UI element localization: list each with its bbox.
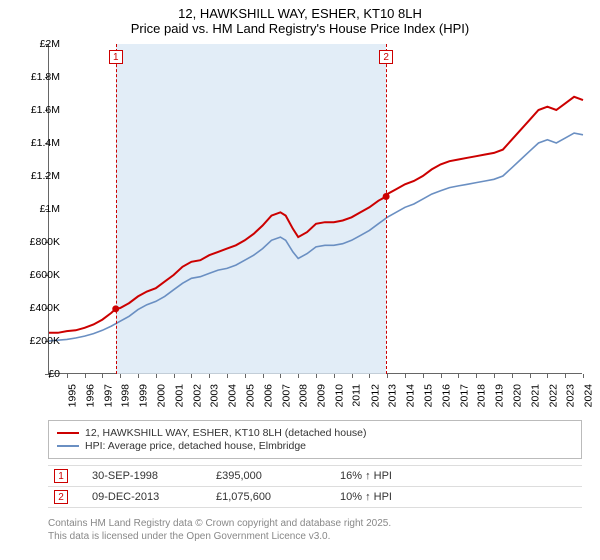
event-line	[116, 44, 117, 374]
transaction-date: 30-SEP-1998	[92, 470, 192, 482]
x-tick-label: 2003	[209, 384, 221, 407]
chart-plot-area: 1995199619971998199920002001200220032004…	[48, 44, 582, 374]
series-line-hpi	[49, 133, 583, 341]
x-tick-label: 2007	[280, 384, 292, 407]
x-tick-label: 2008	[298, 384, 310, 407]
x-tick-label: 2016	[440, 384, 452, 407]
x-tick-label: 1998	[120, 384, 132, 407]
chart-svg	[49, 44, 583, 374]
table-row: 2 09-DEC-2013 £1,075,600 10% ↑ HPI	[48, 486, 582, 508]
transaction-price: £1,075,600	[216, 491, 316, 503]
legend-item: 12, HAWKSHILL WAY, ESHER, KT10 8LH (deta…	[57, 427, 573, 439]
x-tick-label: 2021	[529, 384, 541, 407]
event-line	[386, 44, 387, 374]
transaction-price: £395,000	[216, 470, 316, 482]
x-tick-label: 1999	[138, 384, 150, 407]
x-tick-label: 2012	[369, 384, 381, 407]
transaction-date: 09-DEC-2013	[92, 491, 192, 503]
series-line-price_paid	[49, 97, 583, 333]
event-marker: 2	[379, 50, 393, 64]
x-tick-label: 2006	[262, 384, 274, 407]
x-tick-label: 1997	[102, 384, 114, 407]
x-tick-label: 2014	[405, 384, 417, 407]
x-tick-label: 1996	[84, 384, 96, 407]
legend-swatch	[57, 445, 79, 447]
y-tick-label: £2M	[40, 38, 60, 50]
x-tick-label: 2013	[387, 384, 399, 407]
legend-label: HPI: Average price, detached house, Elmb…	[85, 440, 306, 452]
legend: 12, HAWKSHILL WAY, ESHER, KT10 8LH (deta…	[48, 420, 582, 459]
legend-item: HPI: Average price, detached house, Elmb…	[57, 440, 573, 452]
x-tick-label: 2019	[494, 384, 506, 407]
attribution-line1: Contains HM Land Registry data © Crown c…	[48, 518, 582, 531]
x-tick-label: 2001	[173, 384, 185, 407]
transaction-delta: 10% ↑ HPI	[340, 491, 440, 503]
y-tick-label: £0	[48, 368, 60, 380]
y-tick-label: £1M	[40, 203, 60, 215]
x-tick-label: 2002	[191, 384, 203, 407]
y-tick-label: £1.2M	[31, 170, 60, 182]
x-tick-label: 2017	[458, 384, 470, 407]
y-tick-label: £200K	[30, 335, 60, 347]
x-tick-label: 2010	[333, 384, 345, 407]
y-tick-label: £1.8M	[31, 71, 60, 83]
attribution-line2: This data is licensed under the Open Gov…	[48, 531, 582, 544]
transaction-delta: 16% ↑ HPI	[340, 470, 440, 482]
transaction-marker: 1	[54, 469, 68, 483]
y-tick-label: £400K	[30, 302, 60, 314]
x-tick-label: 2024	[583, 384, 595, 407]
transaction-table: 1 30-SEP-1998 £395,000 16% ↑ HPI 2 09-DE…	[48, 465, 582, 508]
legend-swatch	[57, 432, 79, 434]
y-tick-label: £800K	[30, 236, 60, 248]
title-block: 12, HAWKSHILL WAY, ESHER, KT10 8LH Price…	[0, 0, 600, 36]
title-subtitle: Price paid vs. HM Land Registry's House …	[0, 21, 600, 36]
y-tick-label: £1.4M	[31, 137, 60, 149]
x-tick-label: 1995	[66, 384, 78, 407]
legend-label: 12, HAWKSHILL WAY, ESHER, KT10 8LH (deta…	[85, 427, 367, 439]
y-tick-label: £600K	[30, 269, 60, 281]
x-tick-label: 2023	[565, 384, 577, 407]
chart-container: 12, HAWKSHILL WAY, ESHER, KT10 8LH Price…	[0, 0, 600, 560]
x-tick-label: 2004	[227, 384, 239, 407]
transaction-marker: 2	[54, 490, 68, 504]
x-tick-label: 2022	[547, 384, 559, 407]
attribution: Contains HM Land Registry data © Crown c…	[48, 518, 582, 543]
title-address: 12, HAWKSHILL WAY, ESHER, KT10 8LH	[0, 6, 600, 21]
x-tick-label: 2009	[316, 384, 328, 407]
x-tick-label: 2018	[476, 384, 488, 407]
x-tick-label: 2015	[422, 384, 434, 407]
table-row: 1 30-SEP-1998 £395,000 16% ↑ HPI	[48, 465, 582, 486]
y-tick-label: £1.6M	[31, 104, 60, 116]
x-tick-label: 2011	[350, 384, 362, 407]
x-tick-label: 2020	[511, 384, 523, 407]
x-tick-label: 2000	[155, 384, 167, 407]
x-tick-label: 2005	[244, 384, 256, 407]
event-marker: 1	[109, 50, 123, 64]
